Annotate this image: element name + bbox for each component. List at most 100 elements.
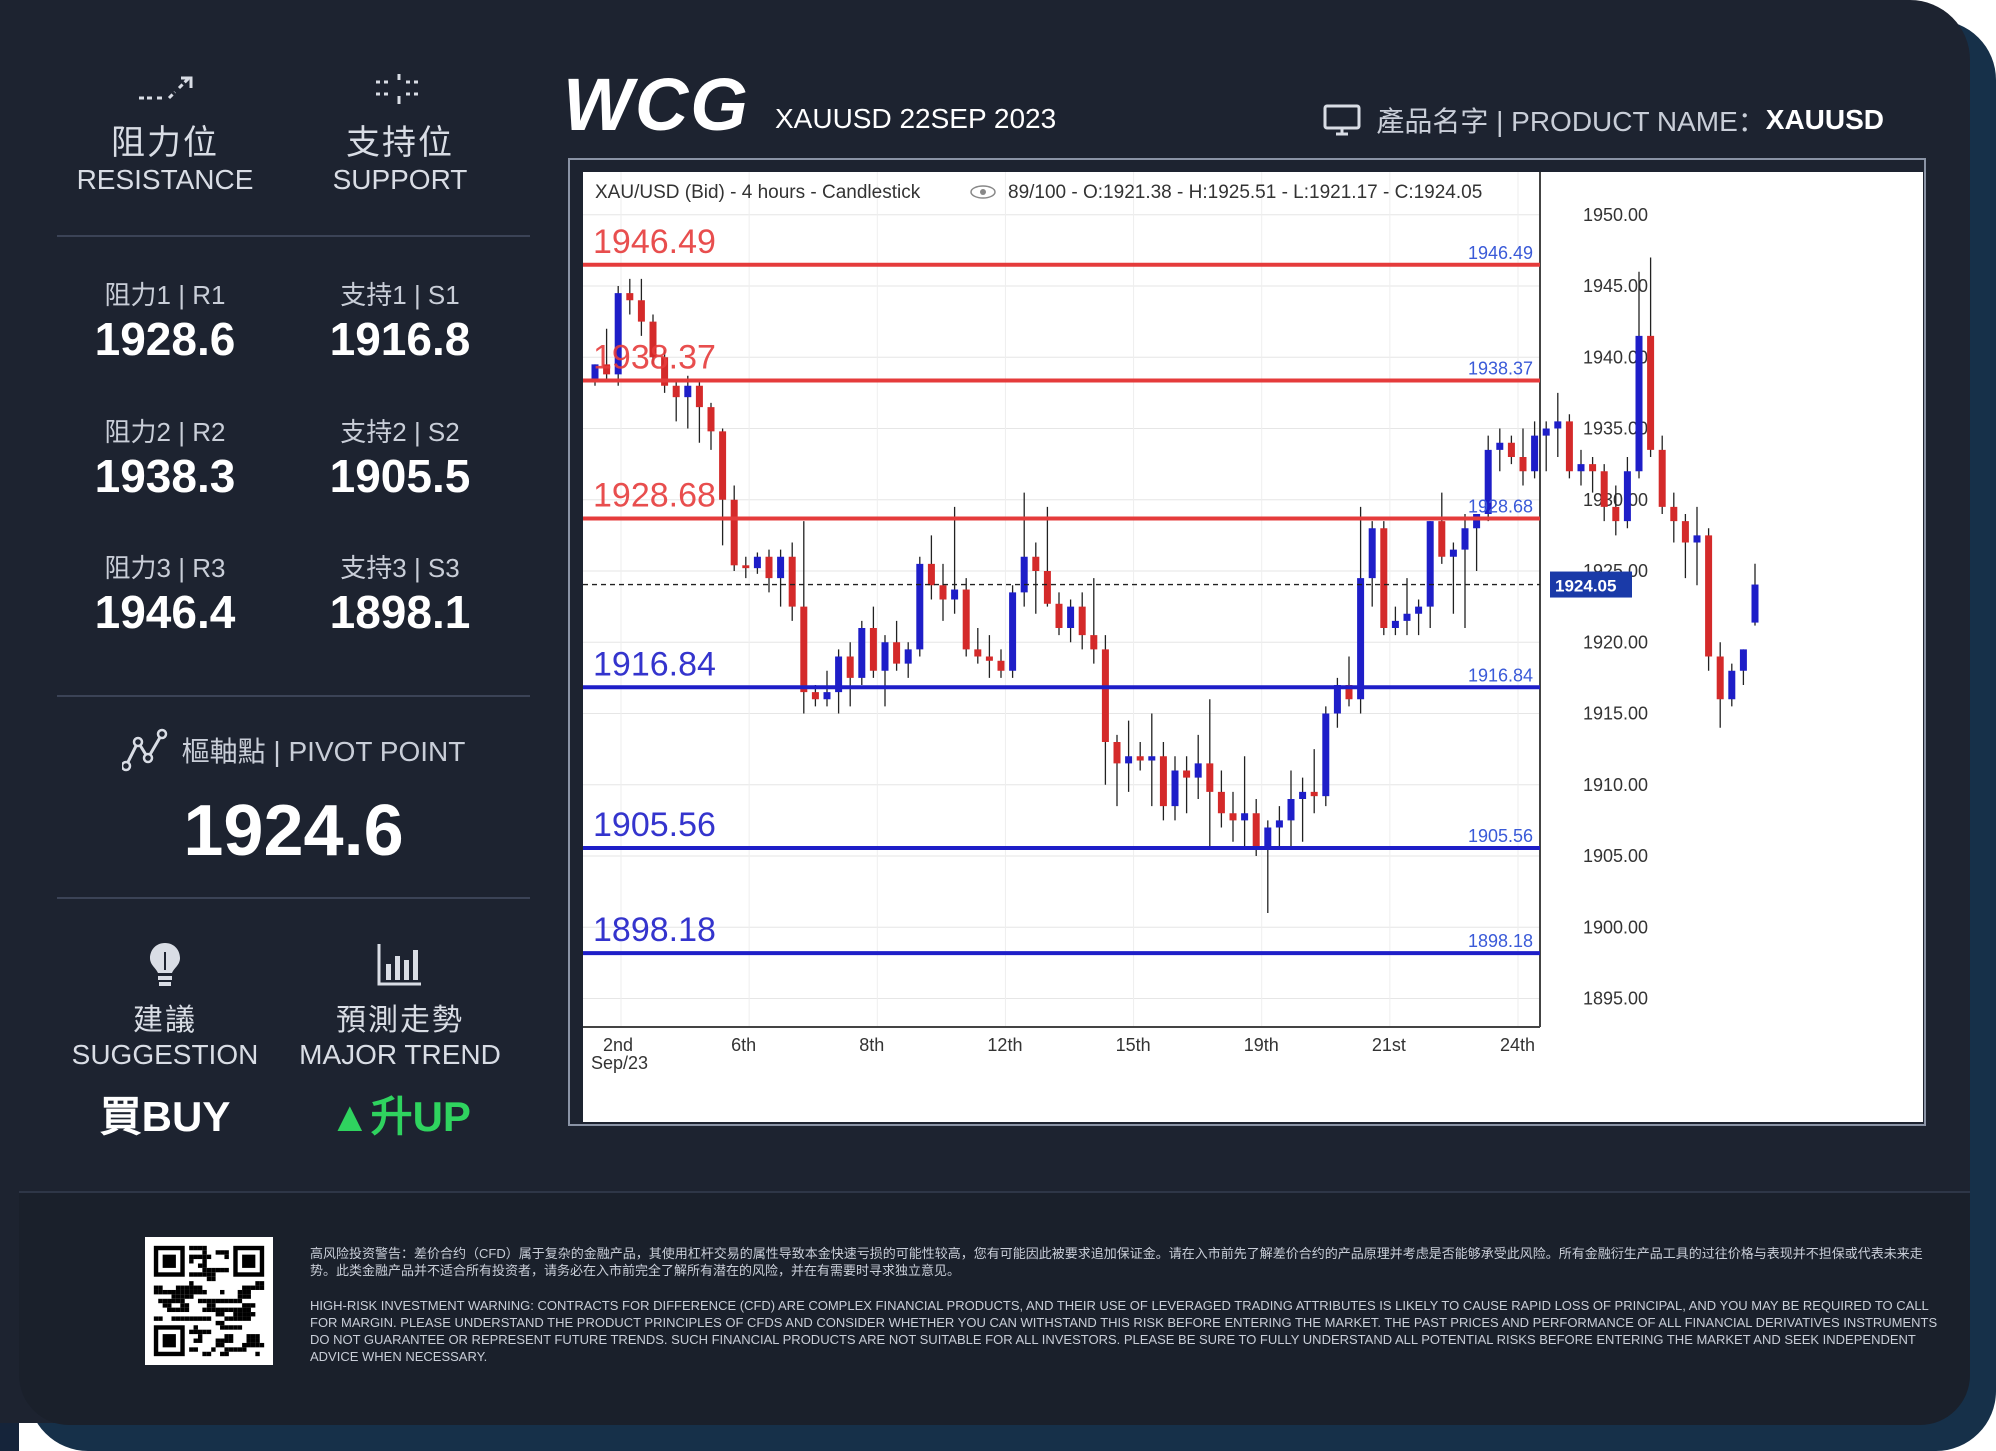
candle-body — [1415, 606, 1423, 614]
qr-module — [224, 1347, 229, 1352]
current-price-label: 1924.05 — [1555, 577, 1616, 596]
candle-body — [1600, 471, 1608, 507]
candle-body — [858, 628, 866, 678]
candle-body — [881, 642, 889, 671]
qr-module — [193, 1338, 198, 1343]
y-tick-label: 1905.00 — [1583, 846, 1648, 866]
candle-body — [1368, 528, 1376, 579]
qr-module — [180, 1285, 185, 1290]
y-tick-label: 1910.00 — [1583, 775, 1648, 795]
candle-body — [974, 649, 982, 657]
candle-body — [1577, 464, 1585, 472]
qr-module — [202, 1316, 207, 1321]
divider-middle — [57, 695, 530, 697]
support-label-left: 1905.56 — [593, 806, 716, 844]
candle-body — [1333, 685, 1341, 714]
qr-module — [206, 1329, 212, 1335]
resistance-label-left: 1938.37 — [593, 338, 716, 376]
qr-module — [193, 1285, 198, 1290]
qr-module — [246, 1303, 251, 1308]
qr-module — [206, 1276, 212, 1282]
candle-body — [1183, 770, 1191, 778]
trend-block: 預測走勢 MAJOR TREND ▲升UP — [290, 940, 510, 1144]
qr-module — [184, 1307, 190, 1313]
candle-body — [1206, 763, 1214, 792]
chart-title: XAU/USD (Bid) - 4 hours - Candlestick — [595, 182, 921, 203]
candle-body — [985, 656, 993, 661]
qr-module — [180, 1303, 185, 1308]
candle-body — [1264, 827, 1272, 849]
candle-body — [1426, 521, 1434, 607]
qr-module — [228, 1325, 234, 1330]
candle-body — [927, 563, 935, 586]
product-value: XAUUSD — [1765, 104, 1884, 135]
candle-body — [1322, 713, 1330, 797]
qr-module — [202, 1307, 207, 1313]
qr-module — [162, 1289, 168, 1295]
qr-module — [175, 1289, 181, 1295]
y-tick-label: 1920.00 — [1583, 632, 1648, 652]
qr-module — [158, 1289, 163, 1295]
support-header: 支持位 SUPPORT — [295, 70, 505, 196]
candle-body — [730, 499, 738, 566]
candle-body — [1241, 813, 1249, 821]
candle-body — [1728, 670, 1736, 700]
qr-module — [211, 1307, 216, 1313]
candle-body — [1043, 571, 1051, 604]
qr-module — [242, 1254, 256, 1268]
qr-module — [215, 1307, 221, 1313]
current-price-tag — [1550, 571, 1632, 598]
r3-value: 1946.4 — [94, 586, 236, 638]
qr-module — [167, 1289, 172, 1295]
candle-body — [626, 293, 634, 301]
qr-module — [233, 1312, 238, 1317]
qr-module — [184, 1285, 190, 1290]
candle-body — [1716, 656, 1724, 700]
qr-module — [189, 1281, 194, 1286]
qr-module — [197, 1285, 203, 1290]
qr-module — [220, 1250, 225, 1255]
qr-module — [224, 1254, 229, 1260]
qr-module — [184, 1289, 190, 1295]
candle-body — [846, 656, 854, 678]
qr-module — [175, 1294, 181, 1299]
support-icon — [376, 74, 422, 104]
candle-body — [1380, 528, 1388, 628]
monitor-icon — [1323, 104, 1361, 136]
r1-block: 阻力1 | R1 1928.6 — [60, 275, 270, 366]
qr-module — [220, 1338, 225, 1343]
qr-module — [255, 1281, 260, 1286]
lightbulb-icon — [150, 943, 180, 986]
qr-module — [215, 1267, 221, 1273]
trend-cn: 預測走勢 — [336, 1004, 464, 1037]
qr-module — [189, 1294, 194, 1299]
qr-module — [180, 1307, 185, 1313]
qr-module — [158, 1285, 163, 1290]
s2-value: 1905.5 — [329, 450, 471, 502]
qr-module — [193, 1316, 198, 1321]
candle-body — [811, 692, 819, 700]
qr-module — [193, 1272, 198, 1277]
qr-module — [224, 1334, 229, 1339]
r1-label: 阻力1 | R1 — [104, 280, 226, 310]
candle-body — [1473, 514, 1481, 529]
qr-module — [228, 1334, 234, 1339]
s1-block: 支持1 | S1 1916.8 — [295, 275, 505, 366]
candle-body — [962, 589, 970, 650]
qr-module — [242, 1316, 247, 1321]
qr-module — [202, 1267, 207, 1273]
resistance-label-right: 1938.37 — [1468, 358, 1533, 378]
qr-module — [175, 1316, 181, 1321]
candle-body — [997, 660, 1005, 671]
qr-module — [233, 1347, 238, 1352]
qr-module — [211, 1272, 216, 1277]
qr-module — [206, 1254, 212, 1260]
qr-module — [197, 1334, 203, 1339]
qr-module — [202, 1263, 207, 1268]
qr-module — [184, 1316, 190, 1321]
resistance-title-en: RESISTANCE — [76, 164, 254, 195]
x-tick-label: 15th — [1116, 1035, 1151, 1055]
qr-module — [206, 1298, 212, 1304]
qr-module — [215, 1250, 221, 1255]
trend-en: MAJOR TREND — [299, 1039, 501, 1070]
